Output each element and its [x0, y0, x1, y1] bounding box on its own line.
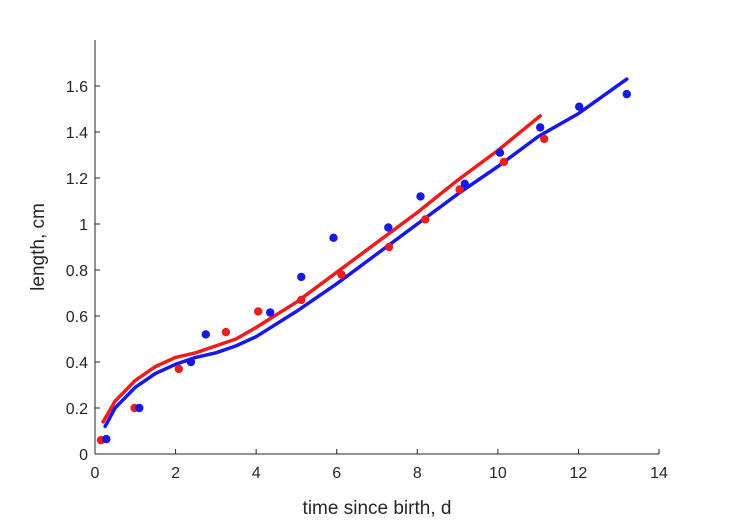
y-tick-label: 1.2 [66, 171, 88, 188]
y-tick-label: 0.2 [66, 401, 88, 418]
x-tick-label: 4 [252, 465, 261, 482]
data-point-series-1 [337, 270, 346, 279]
data-point-series-1 [540, 134, 549, 144]
y-tick-label: 0.8 [66, 263, 88, 280]
data-point-series-2 [416, 192, 425, 201]
y-tick-label: 1.4 [66, 125, 88, 142]
data-point-series-2 [135, 403, 144, 413]
data-point-series-2 [297, 272, 306, 282]
y-tick-label: 0.4 [66, 355, 88, 372]
x-tick-label: 12 [570, 465, 588, 482]
data-point-series-1 [254, 307, 263, 316]
data-point-series-2 [186, 357, 196, 367]
data-point-series-2 [329, 233, 338, 242]
data-point-series-2 [201, 330, 210, 339]
data-point-series-2 [536, 123, 545, 132]
y-axis-label: length, cm [28, 203, 49, 291]
data-point-series-1 [499, 157, 509, 167]
data-point-series-1 [221, 327, 231, 337]
fit-curve-series-1 [101, 114, 542, 424]
data-point-series-1 [174, 364, 183, 374]
x-tick-label: 8 [413, 465, 422, 482]
y-tick-label: 0.6 [66, 309, 88, 326]
data-point-series-2 [495, 148, 505, 157]
data-point-series-1 [297, 295, 306, 305]
data-point-series-1 [455, 185, 464, 194]
y-tick-label: 0 [79, 447, 88, 464]
x-tick-label: 2 [171, 465, 180, 482]
data-point-series-2 [102, 434, 111, 444]
fit-curves [101, 77, 629, 429]
x-tick-label: 10 [489, 465, 507, 482]
data-point-series-2 [384, 223, 393, 232]
data-point-series-1 [384, 242, 394, 252]
data-point-series-2 [575, 102, 584, 111]
data-point-series-2 [622, 89, 631, 99]
x-axis-label: time since birth, d [303, 498, 452, 519]
x-tick-label: 0 [91, 465, 100, 482]
x-tick-label: 14 [650, 465, 668, 482]
data-point-series-1 [421, 215, 430, 224]
y-tick-label: 1.6 [66, 79, 88, 96]
data-point-series-2 [460, 179, 469, 188]
y-tick-label: 1 [79, 217, 88, 234]
axes: 0 2 4 6 8 10 12 14 0 0.2 0.4 0.6 0.8 1 1.2 1.4 1.6 [66, 40, 668, 482]
data-point-series-2 [266, 308, 275, 317]
data-points [96, 89, 631, 445]
x-tick-label: 6 [332, 465, 341, 482]
